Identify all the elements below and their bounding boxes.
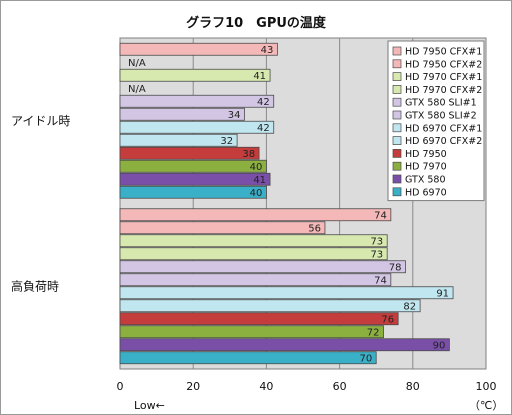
data-label: 40 [250, 162, 263, 173]
legend-swatch [392, 97, 402, 107]
legend-swatch [392, 110, 402, 120]
legend-swatch [392, 187, 402, 197]
legend-entry: HD 7970 CFX#2 [405, 85, 482, 96]
data-label: 82 [403, 301, 416, 312]
bar [119, 299, 421, 313]
data-label: 38 [242, 149, 255, 160]
na-label: N/A [128, 58, 146, 69]
legend-entry: GTX 580 SLI#2 [405, 111, 477, 122]
legend-swatch [392, 123, 402, 133]
bar [119, 286, 454, 300]
chart-title: グラフ10 GPUの温度 [186, 15, 327, 31]
bars [119, 42, 454, 365]
data-label: 76 [381, 314, 394, 325]
data-label: 78 [389, 262, 402, 273]
data-label: 43 [261, 45, 274, 56]
bar [119, 172, 271, 186]
bar [119, 208, 392, 222]
category-label: アイドル時 [11, 114, 70, 128]
bar [119, 273, 392, 287]
value-labels: 43N/A41N/A423442323840414074567373787491… [128, 45, 449, 365]
data-label: 73 [370, 236, 383, 247]
x-axis-ticks: 0 20 40 60 80 100 [117, 380, 497, 393]
bar [119, 247, 388, 261]
data-label: 32 [220, 136, 233, 147]
bar [119, 234, 388, 248]
data-label: 56 [308, 223, 321, 234]
direction-label: Low← [134, 399, 165, 412]
legend-swatch [392, 149, 402, 158]
data-label: 40 [250, 188, 263, 199]
bar [119, 94, 275, 108]
legend-swatch [392, 174, 402, 184]
bar [119, 351, 377, 365]
data-label: 73 [370, 249, 383, 260]
legend-entry: GTX 580 [405, 175, 446, 186]
bar [119, 120, 275, 134]
x-tick-label: 20 [186, 380, 200, 393]
data-label: 34 [228, 110, 241, 121]
bar [119, 338, 450, 352]
x-tick-label: 60 [333, 380, 347, 393]
bar [119, 133, 238, 147]
data-label: 74 [374, 210, 387, 221]
x-tick-label: 0 [117, 380, 124, 393]
legend-entry: HD 7970 [405, 162, 447, 173]
legend-entry: HD 7950 CFX#1 [405, 47, 482, 58]
legend-entry: GTX 580 SLI#1 [405, 98, 477, 109]
legend-swatch [392, 59, 402, 69]
data-label: 70 [359, 353, 372, 364]
category-label: 高負荷時 [11, 278, 59, 293]
bar [119, 260, 406, 274]
x-tick-label: 100 [476, 380, 497, 393]
bar [119, 68, 271, 82]
bar [119, 185, 267, 199]
unit-label: （℃） [469, 399, 503, 412]
legend: HD 7950 CFX#1HD 7950 CFX#2 HD 7970 CFX#1 H… [387, 40, 485, 202]
bar [119, 107, 245, 121]
data-label: 72 [367, 327, 380, 338]
bar [119, 221, 326, 235]
legend-entry: HD 6970 CFX#2 [405, 136, 482, 147]
legend-swatch [392, 46, 402, 56]
legend-entry: HD 7950 [405, 149, 447, 160]
data-label: 41 [253, 175, 266, 186]
bar [119, 312, 399, 326]
data-label: 41 [253, 71, 266, 82]
legend-entry: HD 7950 CFX#2 [405, 59, 482, 70]
data-label: 91 [436, 288, 449, 299]
legend-box [387, 40, 485, 202]
bar [119, 42, 278, 56]
x-tick-label: 40 [259, 380, 273, 393]
x-tick-label: 80 [406, 380, 420, 393]
bar [119, 325, 384, 339]
legend-entry: HD 7970 CFX#1 [405, 72, 482, 83]
data-label: 74 [374, 275, 387, 286]
data-label: 42 [257, 123, 270, 134]
legend-entry: HD 6970 [405, 187, 447, 198]
legend-swatch [392, 136, 402, 145]
legend-swatch [392, 85, 402, 94]
na-label: N/A [128, 84, 146, 95]
legend-swatch [392, 72, 402, 81]
bar [119, 146, 260, 160]
data-label: 42 [257, 97, 270, 108]
legend-swatch [392, 161, 402, 171]
data-label: 90 [433, 340, 446, 351]
legend-entry: HD 6970 CFX#1 [405, 123, 482, 134]
bar [119, 159, 267, 173]
